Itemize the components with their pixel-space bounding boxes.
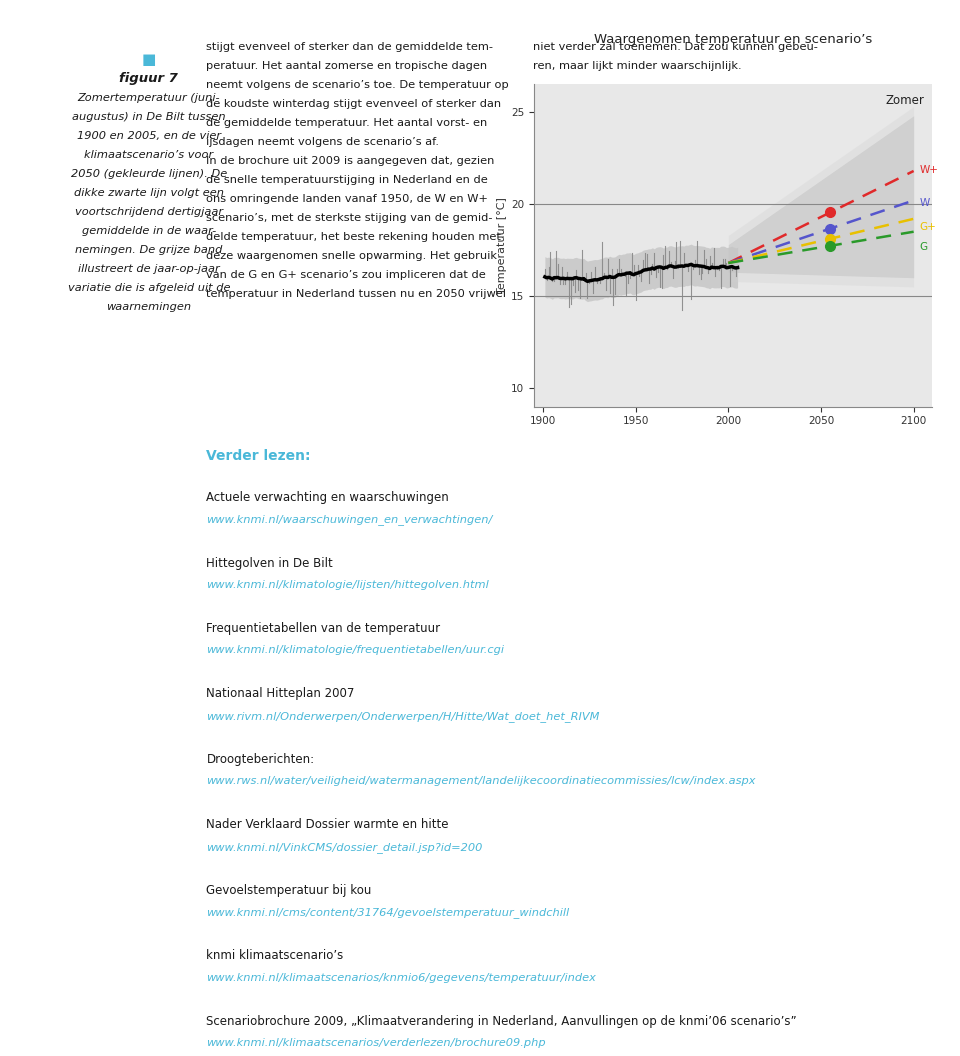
Text: W+: W+ xyxy=(919,165,938,175)
Text: ren, maar lijkt minder waarschijnlijk.: ren, maar lijkt minder waarschijnlijk. xyxy=(533,61,741,71)
Text: van de G en G+ scenario’s zou impliceren dat de: van de G en G+ scenario’s zou impliceren… xyxy=(206,270,486,280)
Text: Verder lezen:: Verder lezen: xyxy=(206,449,311,463)
Text: Gevoelstemperatuur bij kou: Gevoelstemperatuur bij kou xyxy=(206,884,372,897)
Text: delde temperatuur, het beste rekening houden met: delde temperatuur, het beste rekening ho… xyxy=(206,232,501,242)
Text: Zomer: Zomer xyxy=(885,94,924,107)
Text: neemt volgens de scenario’s toe. De temperatuur op: neemt volgens de scenario’s toe. De temp… xyxy=(206,80,509,90)
Text: stijgt evenveel of sterker dan de gemiddelde tem-: stijgt evenveel of sterker dan de gemidd… xyxy=(206,42,493,52)
Text: www.rws.nl/water/veiligheid/watermanagement/landelijkecoordinatiecommissies/lcw/: www.rws.nl/water/veiligheid/watermanagem… xyxy=(206,776,756,786)
Text: scenario’s, met de sterkste stijging van de gemid-: scenario’s, met de sterkste stijging van… xyxy=(206,213,492,223)
Text: Nader Verklaard Dossier warmte en hitte: Nader Verklaard Dossier warmte en hitte xyxy=(206,818,449,831)
Text: Actuele verwachting en waarschuwingen: Actuele verwachting en waarschuwingen xyxy=(206,491,449,504)
Text: de gemiddelde temperatuur. Het aantal vorst- en: de gemiddelde temperatuur. Het aantal vo… xyxy=(206,118,488,128)
Text: deze waargenomen snelle opwarming. Het gebruik: deze waargenomen snelle opwarming. Het g… xyxy=(206,251,497,261)
Text: www.knmi.nl/waarschuwingen_en_verwachtingen/: www.knmi.nl/waarschuwingen_en_verwachtin… xyxy=(206,514,492,525)
Text: www.knmi.nl/klimatologie/lijsten/hittegolven.html: www.knmi.nl/klimatologie/lijsten/hittego… xyxy=(206,580,490,589)
Text: augustus) in De Bilt tussen: augustus) in De Bilt tussen xyxy=(72,112,226,121)
Text: knmi klimaatscenario’s: knmi klimaatscenario’s xyxy=(206,949,344,962)
Text: ijsdagen neemt volgens de scenario’s af.: ijsdagen neemt volgens de scenario’s af. xyxy=(206,137,440,147)
Text: G: G xyxy=(919,243,927,252)
Text: www.knmi.nl/VinkCMS/dossier_detail.jsp?id=200: www.knmi.nl/VinkCMS/dossier_detail.jsp?i… xyxy=(206,842,483,852)
Y-axis label: Temperatuur [°C]: Temperatuur [°C] xyxy=(496,197,507,294)
Text: G+: G+ xyxy=(919,222,936,232)
Text: gemiddelde in de waar-: gemiddelde in de waar- xyxy=(82,226,216,235)
Text: www.knmi.nl/klimaatscenarios/verderlezen/brochure09.php: www.knmi.nl/klimaatscenarios/verderlezen… xyxy=(206,1038,546,1048)
Text: www.knmi.nl/klimatologie/frequentietabellen/uur.cgi: www.knmi.nl/klimatologie/frequentietabel… xyxy=(206,645,504,655)
Text: niet verder zal toenemen. Dat zou kunnen gebeu-: niet verder zal toenemen. Dat zou kunnen… xyxy=(533,42,818,52)
Text: www.rivm.nl/Onderwerpen/Onderwerpen/H/Hitte/Wat_doet_het_RIVM: www.rivm.nl/Onderwerpen/Onderwerpen/H/Hi… xyxy=(206,711,600,721)
Text: figuur 7: figuur 7 xyxy=(119,72,179,84)
Text: voortschrijdend dertigjaar: voortschrijdend dertigjaar xyxy=(75,207,223,216)
Text: ■: ■ xyxy=(142,52,156,67)
Text: dikke zwarte lijn volgt een: dikke zwarte lijn volgt een xyxy=(74,188,224,197)
Text: peratuur. Het aantal zomerse en tropische dagen: peratuur. Het aantal zomerse en tropisch… xyxy=(206,61,488,71)
Text: Frequentietabellen van de temperatuur: Frequentietabellen van de temperatuur xyxy=(206,622,441,635)
Text: Zomertemperatuur (juni-: Zomertemperatuur (juni- xyxy=(78,93,220,102)
Text: Droogteberichten:: Droogteberichten: xyxy=(206,753,315,766)
Text: nemingen. De grijze band: nemingen. De grijze band xyxy=(75,245,223,254)
Text: variatie die is afgeleid uit de: variatie die is afgeleid uit de xyxy=(67,283,230,293)
Text: W: W xyxy=(919,199,929,208)
Text: ons omringende landen vanaf 1950, de W en W+: ons omringende landen vanaf 1950, de W e… xyxy=(206,194,489,204)
Text: illustreert de jaar-op-jaar: illustreert de jaar-op-jaar xyxy=(78,264,220,274)
Text: waarnemingen: waarnemingen xyxy=(107,302,191,312)
Text: Nationaal Hitteplan 2007: Nationaal Hitteplan 2007 xyxy=(206,687,355,700)
Text: In de brochure uit 2009 is aangegeven dat, gezien: In de brochure uit 2009 is aangegeven da… xyxy=(206,156,494,166)
Text: Scenariobrochure 2009, „Klimaatverandering in Nederland, Aanvullingen op de knmi: Scenariobrochure 2009, „Klimaatveranderi… xyxy=(206,1015,797,1027)
Text: 2050 (gekleurde lijnen). De: 2050 (gekleurde lijnen). De xyxy=(71,169,227,178)
Text: Hittegolven in De Bilt: Hittegolven in De Bilt xyxy=(206,557,333,569)
Text: www.knmi.nl/klimaatscenarios/knmio6/gegevens/temperatuur/index: www.knmi.nl/klimaatscenarios/knmio6/gege… xyxy=(206,973,596,982)
Text: www.knmi.nl/cms/content/31764/gevoelstemperatuur_windchill: www.knmi.nl/cms/content/31764/gevoelstem… xyxy=(206,907,569,918)
Text: klimaatscenario’s voor: klimaatscenario’s voor xyxy=(84,150,213,159)
Text: de snelle temperatuurstijging in Nederland en de: de snelle temperatuurstijging in Nederla… xyxy=(206,175,488,185)
Text: Waargenomen temperatuur en scenario’s: Waargenomen temperatuur en scenario’s xyxy=(594,33,872,45)
Text: de koudste winterdag stijgt evenveel of sterker dan: de koudste winterdag stijgt evenveel of … xyxy=(206,99,501,109)
Text: temperatuur in Nederland tussen nu en 2050 vrijwel: temperatuur in Nederland tussen nu en 20… xyxy=(206,289,507,299)
Text: 1900 en 2005, en de vier: 1900 en 2005, en de vier xyxy=(77,131,221,140)
